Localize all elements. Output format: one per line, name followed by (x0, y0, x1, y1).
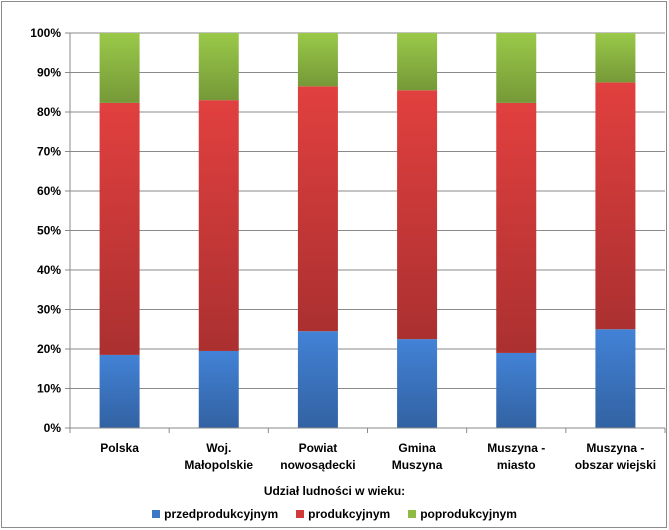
y-tick-label: 70% (37, 145, 61, 159)
x-category-label: Powiat nowosądecki (280, 441, 355, 472)
y-tick-label: 40% (37, 263, 61, 277)
legend-item: przedprodukcyjnym (152, 507, 278, 521)
bar-poprodukcyjnym-3 (397, 33, 438, 91)
bar-poprodukcyjnym-1 (198, 33, 239, 101)
y-tick-label: 60% (37, 184, 61, 198)
y-tick-label: 90% (37, 66, 61, 80)
bar-produkcyjnym-1 (198, 100, 239, 351)
x-category-label: Muszyna -obszar wiejski (575, 441, 656, 472)
bar-poprodukcyjnym-4 (496, 33, 537, 103)
y-tick-label: 10% (37, 382, 61, 396)
legend: przedprodukcyjnym produkcyjnym poprodukcyj… (0, 507, 669, 521)
legend-label: przedprodukcyjnym (164, 507, 279, 521)
bars (99, 33, 636, 428)
bar-przedprodukcyjnym-3 (397, 339, 438, 428)
legend-title: Udział ludności w wieku: (263, 484, 406, 498)
y-tick-label: 100% (30, 26, 61, 40)
bar-produkcyjnym-4 (496, 102, 537, 353)
legend-swatch (408, 510, 417, 518)
legend-label: poprodukcyjnym (420, 507, 517, 521)
bar-produkcyjnym-0 (99, 102, 140, 355)
bar-poprodukcyjnym-5 (595, 33, 636, 83)
x-category-label: Woj. Małopolskie (184, 441, 253, 472)
bar-przedprodukcyjnym-2 (297, 331, 338, 428)
bar-przedprodukcyjnym-5 (595, 329, 636, 428)
legend-item: poprodukcyjnym (408, 507, 517, 521)
gridlines (70, 32, 665, 429)
bar-przedprodukcyjnym-1 (198, 350, 239, 428)
bar-produkcyjnym-5 (595, 82, 636, 330)
stacked-bar-chart: 0% 10% 20% 30% 40% 50% 60% 70% 80% 90% 100% Polska… (30, 26, 666, 472)
x-axis-ticks: Polska Woj. Małopolskie Powiat nowosądecki Gm… (100, 441, 656, 472)
bar-poprodukcyjnym-2 (297, 33, 338, 87)
x-category-label: Gmina Muszyna (392, 441, 443, 472)
x-category-label: Muszyna -miasto (487, 441, 545, 472)
bar-produkcyjnym-3 (397, 90, 438, 340)
x-category-label: Polska (100, 441, 139, 455)
y-tick-label: 80% (37, 105, 61, 119)
y-tick-label: 0% (44, 421, 62, 435)
bar-przedprodukcyjnym-0 (99, 354, 140, 428)
y-tick-label: 50% (37, 224, 61, 238)
bar-poprodukcyjnym-0 (99, 33, 140, 103)
axes (65, 32, 666, 433)
bar-przedprodukcyjnym-4 (496, 352, 537, 428)
y-axis-ticks: 0% 10% 20% 30% 40% 50% 60% 70% 80% 90% 100% (30, 26, 61, 435)
y-tick-label: 30% (37, 303, 61, 317)
y-tick-label: 20% (37, 342, 61, 356)
legend-item: produkcyjnym (296, 507, 390, 521)
legend-swatch (152, 510, 161, 518)
bar-produkcyjnym-2 (297, 86, 338, 332)
legend-label: produkcyjnym (308, 507, 391, 521)
legend-swatch (296, 510, 305, 518)
